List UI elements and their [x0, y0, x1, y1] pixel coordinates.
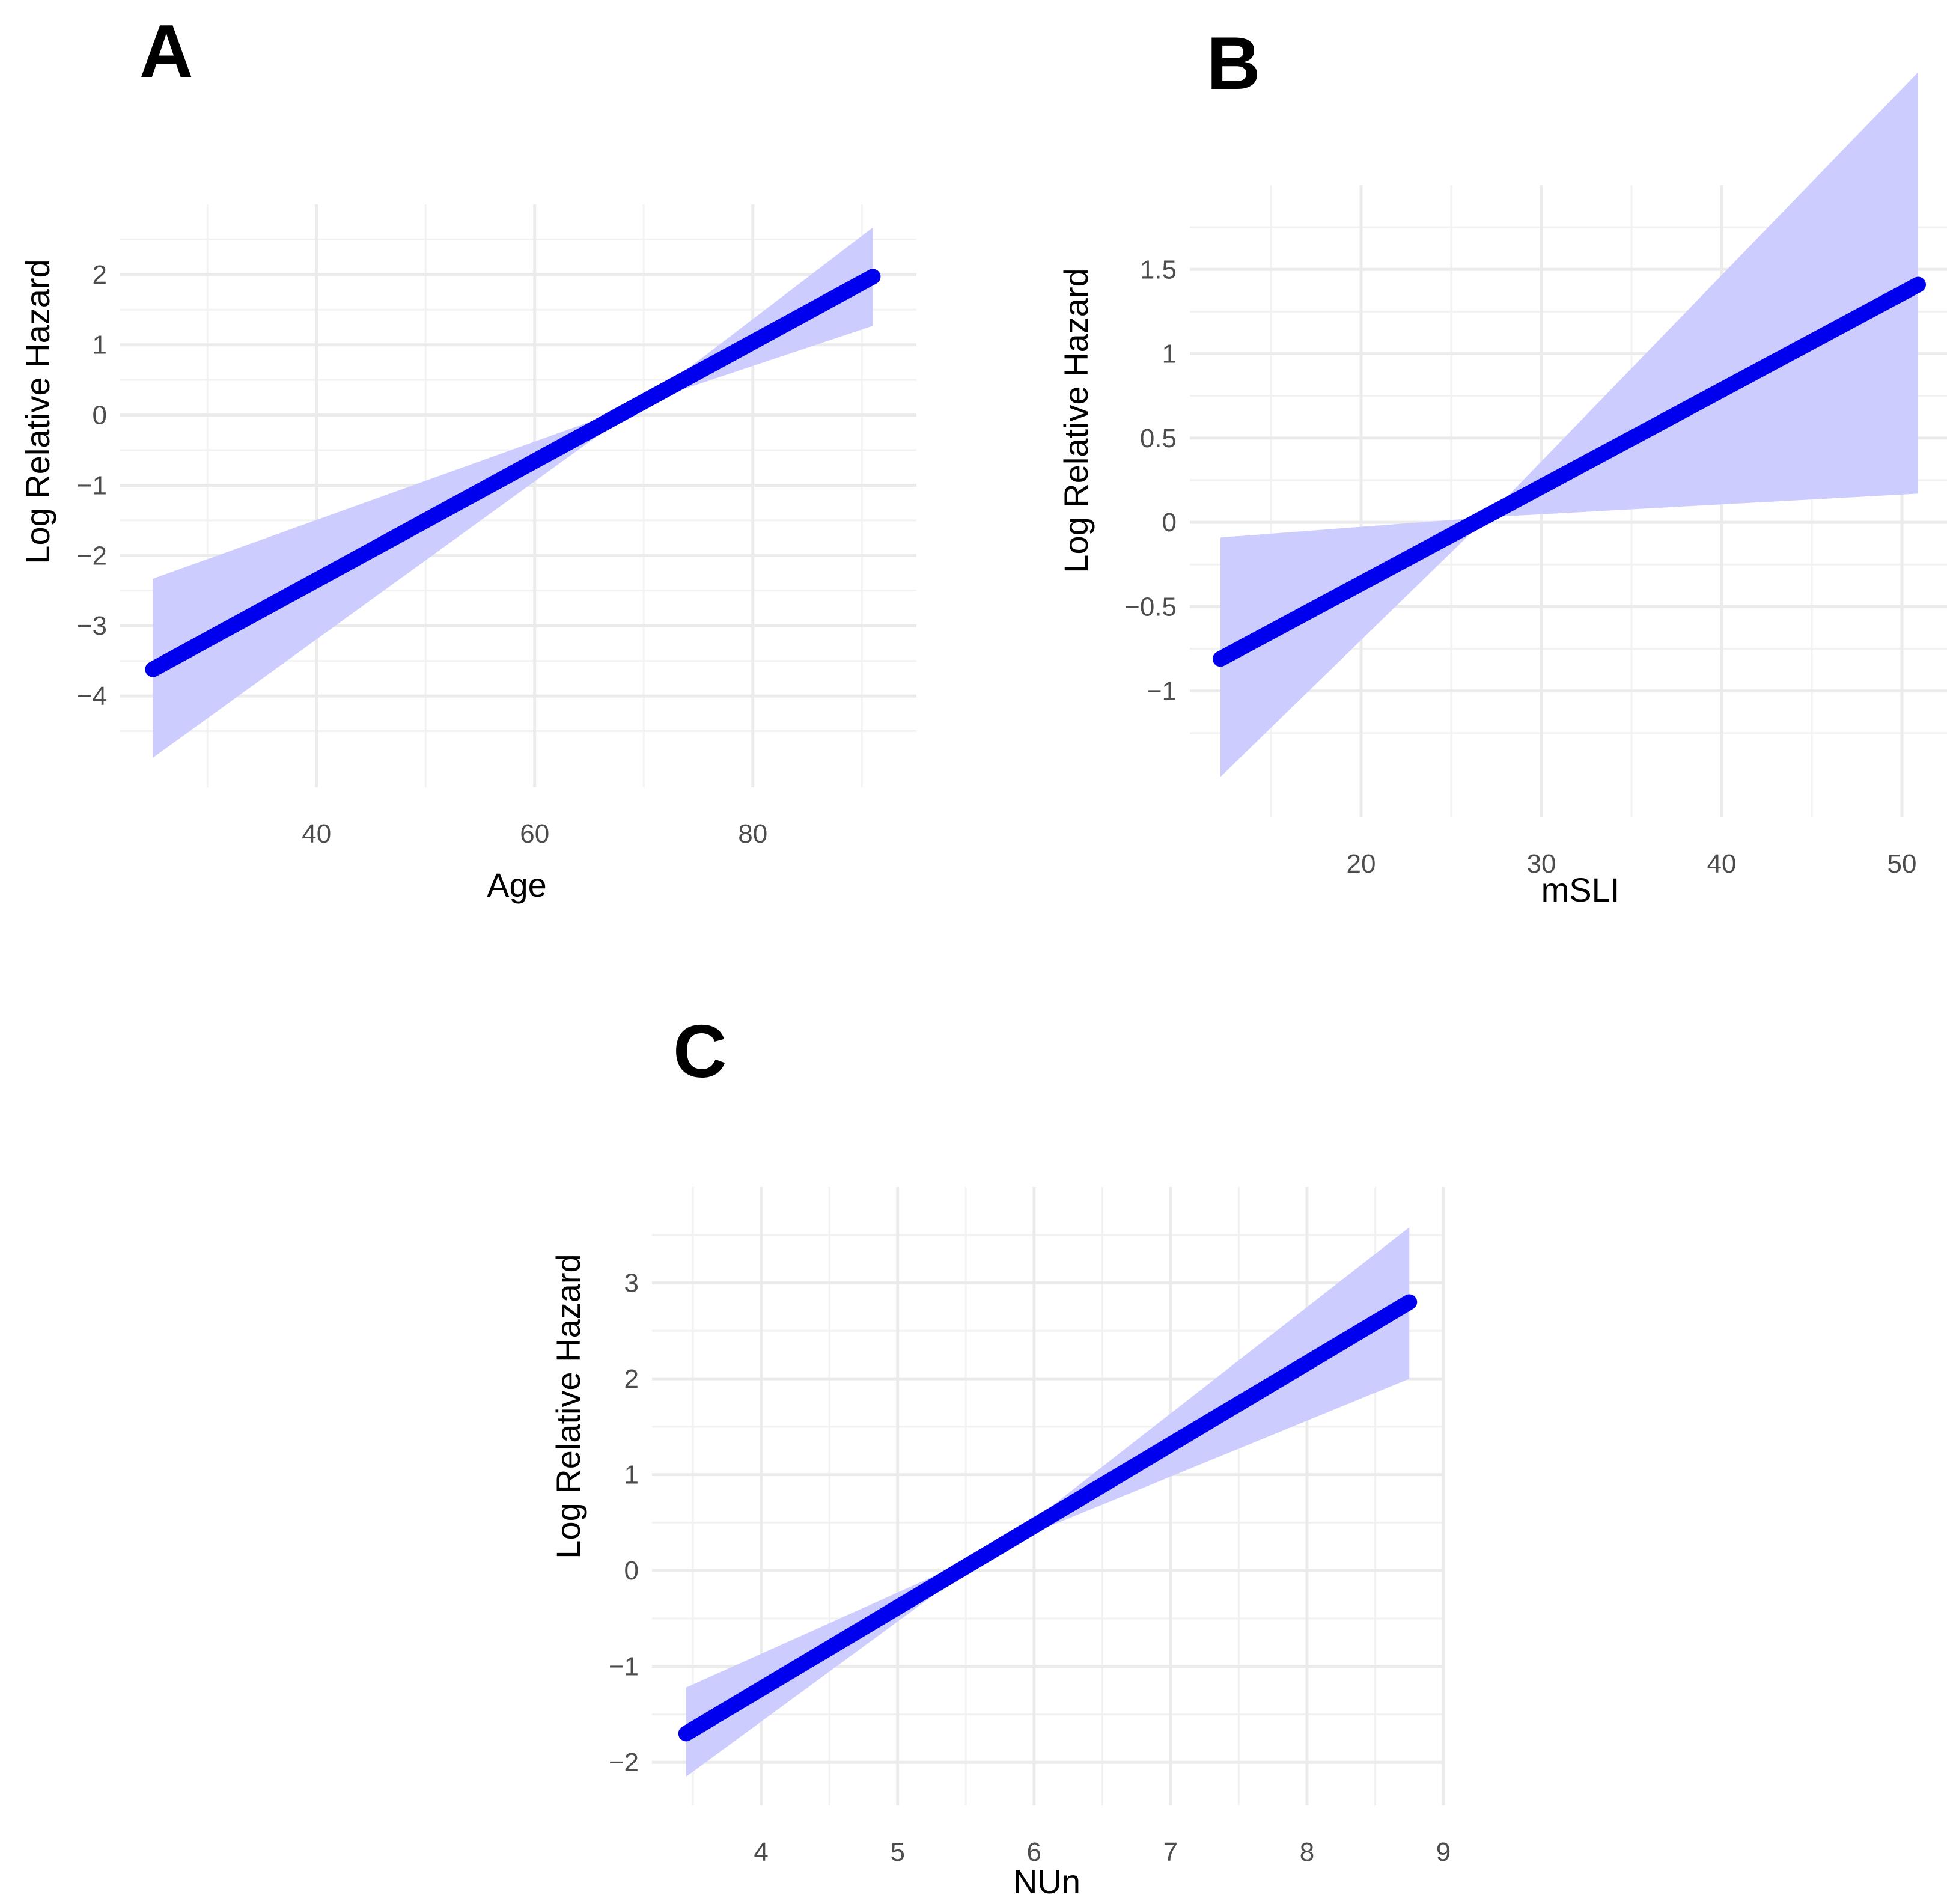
- panel-c-y-tick-label: 2: [624, 1364, 639, 1394]
- panel-c-x-tick-label: 6: [1027, 1837, 1041, 1867]
- panel-b-y-tick-label: 1: [1162, 340, 1177, 369]
- panel-a-x-tick-labels: 40 60 80: [302, 819, 767, 849]
- panel-a-y-tick-label: 2: [93, 260, 107, 290]
- panel-b-y-tick-labels: −1 −0.5 0 0.5 1 1.5: [1124, 255, 1177, 706]
- panel-a-y-axis-title: Log Relative Hazard: [19, 259, 56, 564]
- panel-b-y-tick-label: −1: [1147, 677, 1177, 706]
- panel-c-confidence-band: [686, 1227, 1410, 1777]
- panel-letter-a: A: [139, 10, 193, 93]
- panel-c-y-tick-label: −1: [609, 1652, 639, 1682]
- panel-c-x-tick-label: 8: [1300, 1837, 1314, 1867]
- panel-b-x-tick-label: 40: [1707, 849, 1737, 879]
- panel-b-y-tick-label: −0.5: [1124, 592, 1177, 621]
- panel-b-series-line: [1213, 276, 1926, 667]
- panel-b-fit-line: [1213, 276, 1926, 667]
- panel-c-fit-line: [678, 1294, 1418, 1742]
- panel-a-y-tick-label: −4: [77, 682, 107, 711]
- panel-a-y-tick-label: −2: [77, 541, 107, 570]
- panel-c-x-tick-label: 5: [890, 1837, 904, 1867]
- panel-c-y-tick-label: 1: [624, 1460, 639, 1490]
- panel-a-y-tick-label: −3: [77, 611, 107, 641]
- panel-c: C 4 5 6 7 8 9 −2 −1 0 1 2 3 NUn Log Relative Hazar…: [549, 1010, 1451, 1900]
- panel-a-x-axis-title: Age: [487, 866, 547, 904]
- panel-b-x-tick-labels: 20 30 40 50: [1347, 849, 1917, 879]
- panel-a-y-tick-label: 0: [93, 401, 107, 430]
- panel-c-x-tick-labels: 4 5 6 7 8 9: [754, 1837, 1451, 1867]
- panel-letter-c: C: [673, 1010, 727, 1093]
- panel-b-x-axis-title: mSLI: [1541, 871, 1620, 909]
- panel-a-x-tick-label: 80: [738, 819, 767, 849]
- panel-a-x-tick-label: 60: [520, 819, 549, 849]
- panel-b: B 20 30 40 50 −1 −0.5 0 0.5 1 1.5 mSLI Log Relat…: [1057, 22, 1947, 909]
- panel-a-y-tick-labels: −4 −3 −2 −1 0 1 2: [77, 260, 107, 711]
- panel-a-y-tick-label: 1: [93, 331, 107, 360]
- panel-b-x-tick-label: 30: [1527, 849, 1556, 879]
- panel-c-y-tick-label: 0: [624, 1556, 639, 1585]
- panel-a-confidence-band: [153, 227, 873, 758]
- panel-b-y-tick-label: 1.5: [1140, 255, 1177, 284]
- panel-b-band-area: [1220, 72, 1918, 777]
- panel-letter-b: B: [1207, 22, 1261, 105]
- panel-c-x-tick-label: 7: [1163, 1837, 1178, 1867]
- panel-b-y-tick-label: 0.5: [1140, 424, 1177, 453]
- panel-c-x-tick-label: 4: [754, 1837, 768, 1867]
- panel-b-confidence-band: [1220, 72, 1918, 777]
- panel-c-y-tick-label: −2: [609, 1748, 639, 1777]
- panel-c-x-axis-title: NUn: [1013, 1863, 1080, 1900]
- panel-b-x-tick-label: 50: [1887, 849, 1917, 879]
- panel-c-band-area: [686, 1227, 1410, 1777]
- panel-a-y-tick-label: −1: [77, 471, 107, 500]
- panel-c-y-axis-title: Log Relative Hazard: [549, 1254, 587, 1558]
- panel-c-y-tick-label: 3: [624, 1269, 639, 1298]
- panel-a-fit-line: [145, 269, 881, 677]
- panel-b-y-tick-label: 0: [1162, 508, 1177, 537]
- panel-b-y-axis-title: Log Relative Hazard: [1057, 268, 1095, 573]
- panel-a-series-line: [145, 269, 881, 677]
- panel-b-x-tick-label: 20: [1347, 849, 1376, 879]
- panel-c-series-line: [678, 1294, 1418, 1742]
- panel-c-y-tick-labels: −2 −1 0 1 2 3: [609, 1269, 639, 1778]
- panel-a-x-tick-label: 40: [302, 819, 331, 849]
- panel-a-band-area: [153, 227, 873, 758]
- panel-c-x-tick-label: 9: [1436, 1837, 1451, 1867]
- panel-a: A 40 60 80 −4 −3 −2 −1 0 1 2 Age Log Relative Ha…: [19, 10, 916, 904]
